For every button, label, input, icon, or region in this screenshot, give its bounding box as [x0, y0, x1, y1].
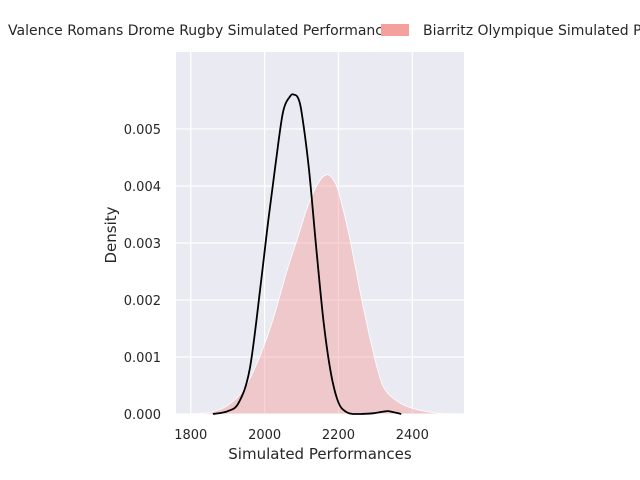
- x-axis-ticks: 1800 2000 2200 2400: [174, 428, 429, 443]
- x-tick-label: 1800: [174, 428, 207, 443]
- series-layer: [183, 93, 457, 415]
- legend-label-biarritz: Biarritz Olympique Simulated Performance…: [423, 23, 640, 39]
- legend-swatch-biarritz: [381, 24, 409, 36]
- x-tick-label: 2200: [322, 428, 355, 443]
- x-tick-label: 2400: [396, 428, 429, 443]
- y-tick-label: 0.005: [124, 123, 161, 138]
- y-axis-label: Density: [102, 206, 120, 263]
- grid-lines: [176, 52, 464, 415]
- y-tick-label: 0.000: [124, 408, 161, 423]
- y-tick-label: 0.003: [124, 237, 161, 252]
- legend-label-valence: Valence Romans Drome Rugby Simulated Per…: [8, 23, 399, 39]
- legend: Valence Romans Drome Rugby Simulated Per…: [8, 23, 640, 39]
- y-tick-label: 0.002: [124, 294, 161, 309]
- y-tick-label: 0.001: [124, 351, 161, 366]
- plot-background: [176, 52, 464, 414]
- x-axis-label: Simulated Performances: [228, 445, 412, 463]
- x-tick-label: 2000: [248, 428, 281, 443]
- y-tick-label: 0.004: [124, 180, 161, 195]
- y-axis-ticks: 0.000 0.001 0.002 0.003 0.004 0.005: [124, 123, 161, 423]
- kde-line-valence-romans-drome-rugby-simulated-performances: [212, 93, 402, 415]
